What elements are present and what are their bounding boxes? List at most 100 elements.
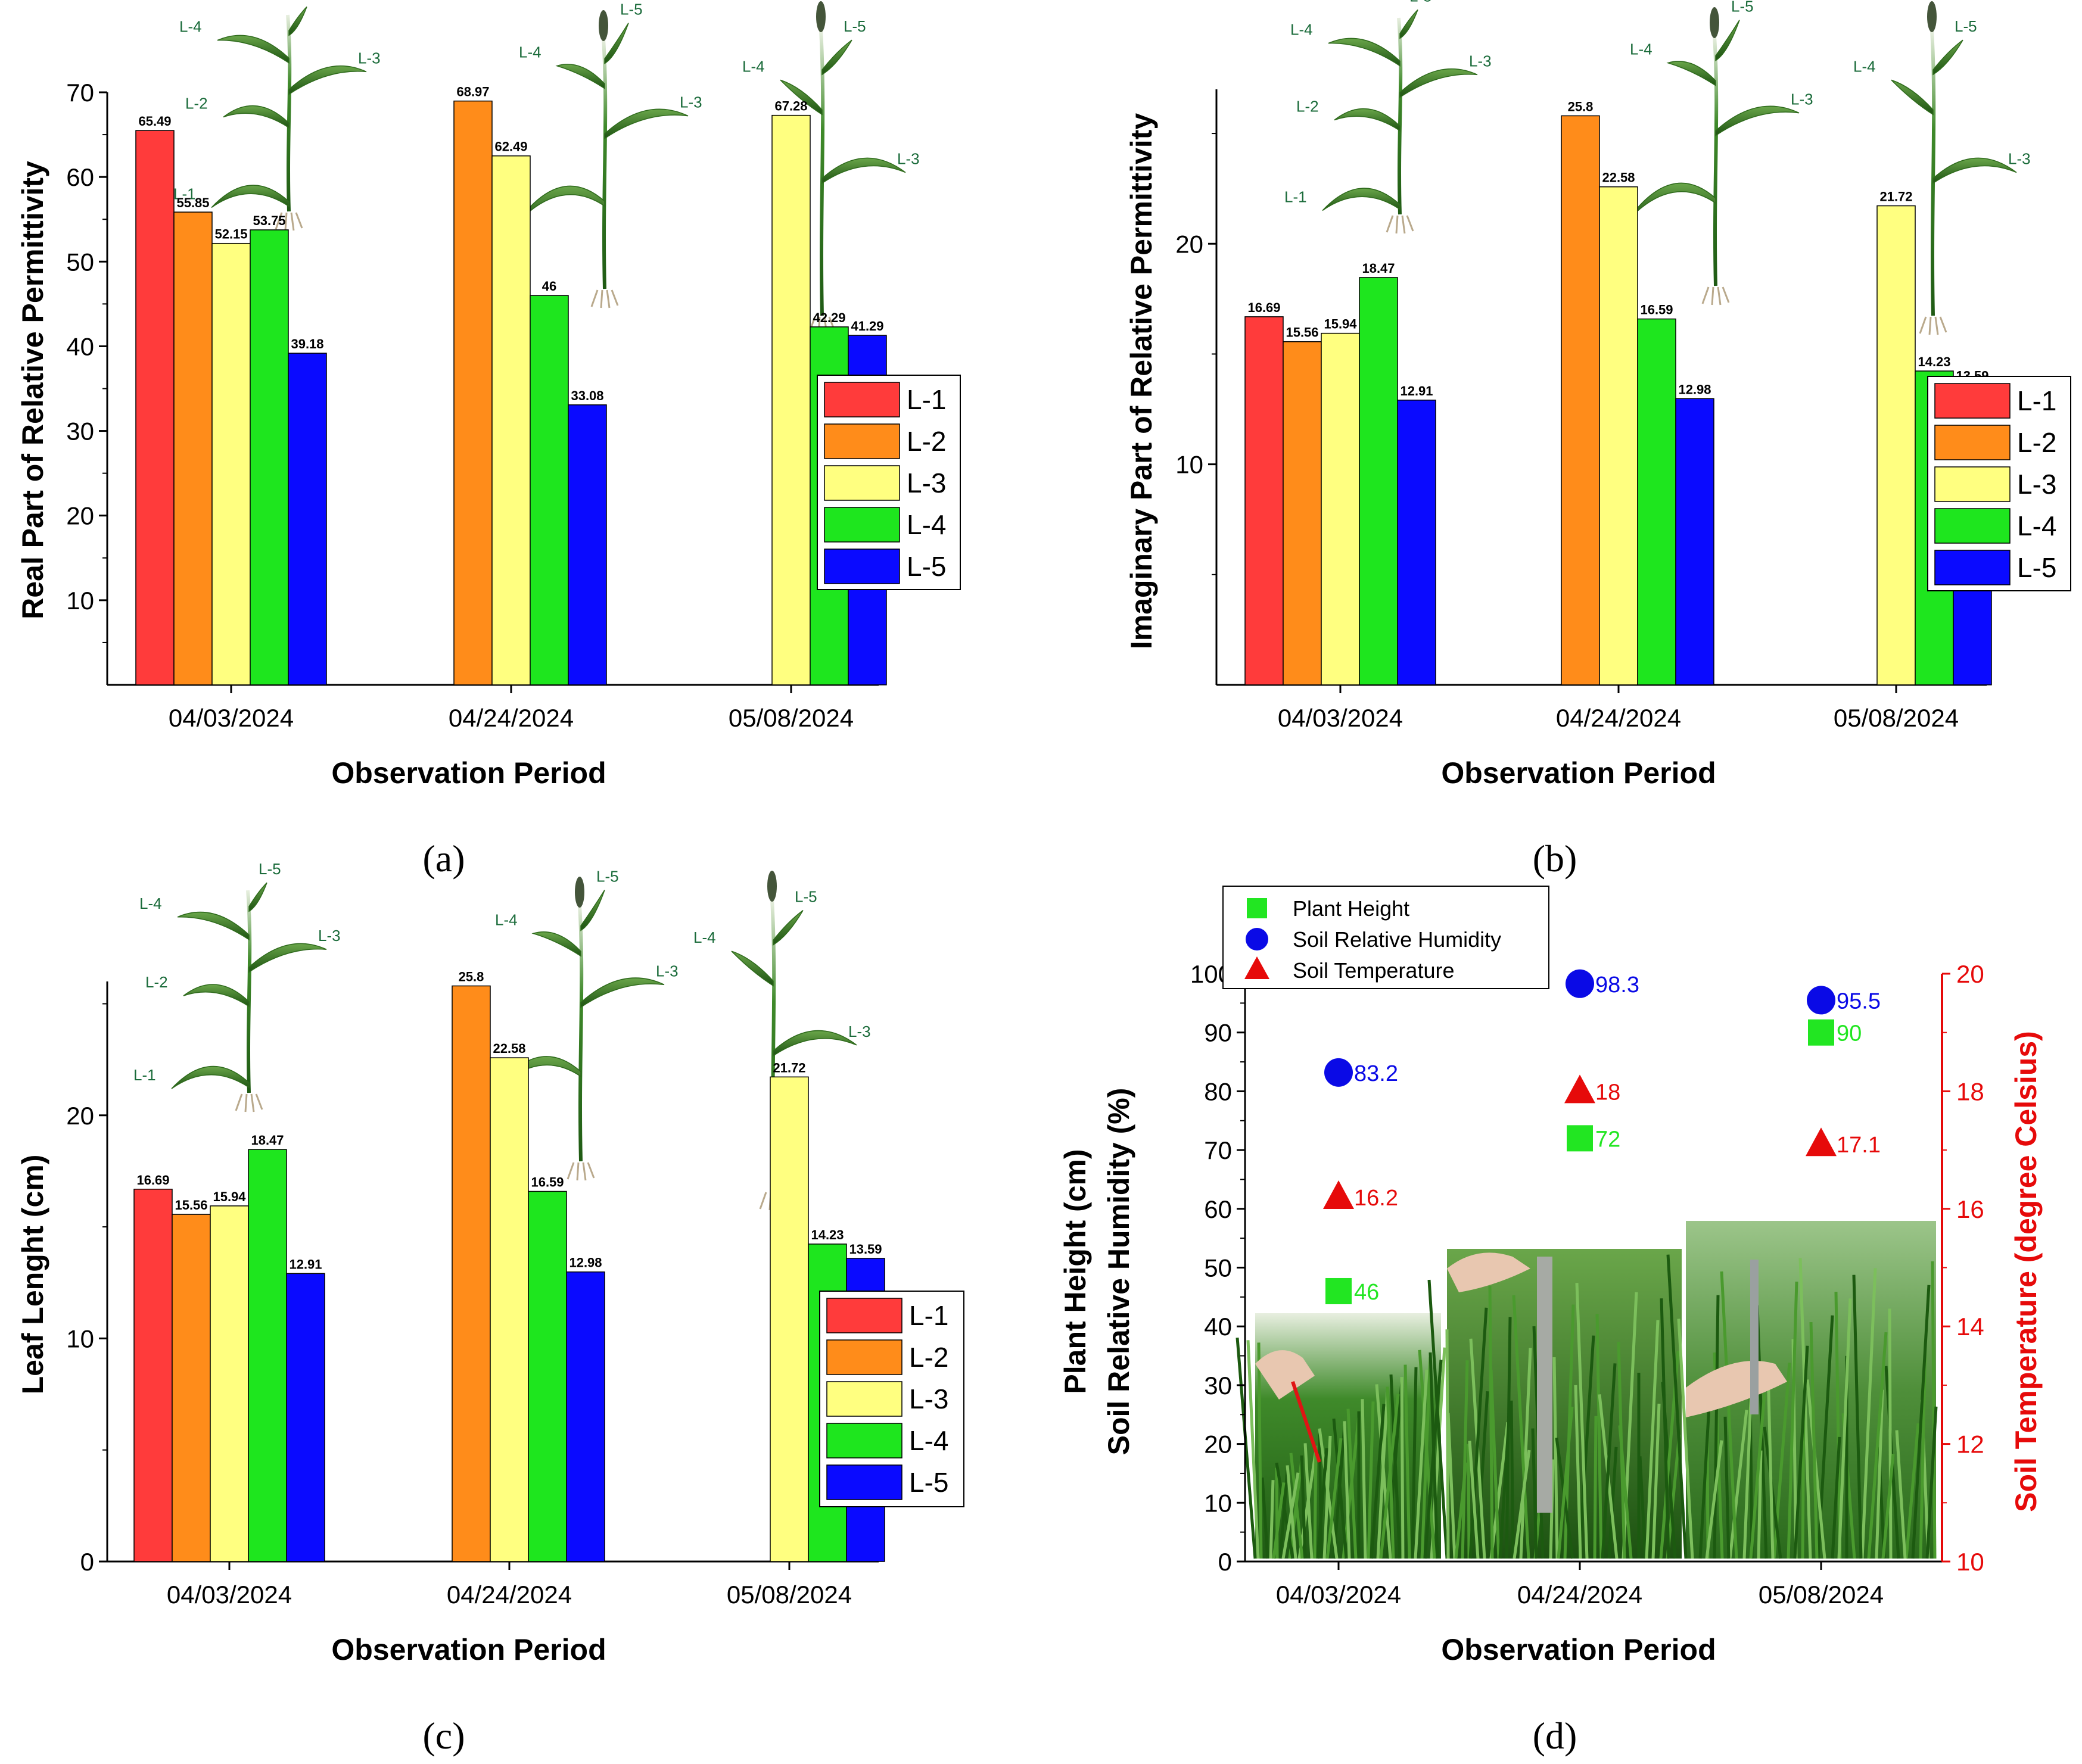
field-photo-1-grass-blade bbox=[1246, 1340, 1260, 1559]
field-photo-2-grass-blade bbox=[1607, 1447, 1618, 1559]
bar-l-1-1[interactable] bbox=[1244, 316, 1284, 685]
point-soil-temperature-1[interactable] bbox=[1323, 1180, 1354, 1210]
field-photo-1-grass-blade bbox=[1361, 1399, 1367, 1559]
bar-l-3-3[interactable] bbox=[771, 114, 811, 685]
panel-caption: (b) bbox=[1533, 837, 1577, 880]
legend-label-l-2: L-2 bbox=[909, 1342, 948, 1373]
point-soil-temperature-3[interactable] bbox=[1806, 1127, 1837, 1157]
point-value-label: 46 bbox=[1354, 1280, 1379, 1305]
point-soil-relative-humidity-1[interactable] bbox=[1324, 1058, 1353, 1087]
legend-marker-plant-height[interactable] bbox=[1247, 898, 1267, 918]
legend-label-l-1: L-1 bbox=[2017, 385, 2056, 416]
legend-marker-soil-relative-humidity[interactable] bbox=[1246, 928, 1268, 950]
field-photo-1-grass-blade bbox=[1235, 1337, 1257, 1559]
bar-l-5-2[interactable] bbox=[1675, 398, 1714, 685]
plant-stage3-leaf-label: L-4 bbox=[693, 928, 716, 946]
plant-stage3-roots bbox=[808, 316, 836, 335]
plant-stage3-leaf-label: L-3 bbox=[848, 1023, 871, 1040]
y-tick-label: 80 bbox=[1204, 1077, 1232, 1105]
bar-l-2-1[interactable] bbox=[173, 211, 213, 685]
field-photo-1-grass-blade bbox=[1316, 1448, 1328, 1559]
bar-value-label: 22.58 bbox=[493, 1041, 525, 1056]
bar-value-label: 46 bbox=[542, 279, 556, 294]
x-tick-label: 04/24/2024 bbox=[449, 704, 574, 732]
plant-stage1-leaf-label: L-5 bbox=[1409, 0, 1432, 5]
legend-marker-soil-temperature[interactable] bbox=[1244, 956, 1269, 979]
point-soil-temperature-2[interactable] bbox=[1564, 1074, 1595, 1104]
bar-value-label: 52.15 bbox=[214, 227, 247, 242]
bar-l-4-2[interactable] bbox=[528, 1190, 567, 1562]
plant-stage2-leaf-label: L-5 bbox=[596, 867, 619, 885]
plant-stage3-leaf bbox=[1891, 79, 1934, 116]
bar-l-4-1[interactable] bbox=[1359, 277, 1398, 685]
plant-stage1-leaf bbox=[211, 185, 290, 208]
bar-value-label: 13.59 bbox=[849, 1242, 882, 1257]
bar-l-2-2[interactable] bbox=[452, 985, 491, 1562]
bar-l-3-1[interactable] bbox=[210, 1205, 249, 1562]
field-photo-3-ruler bbox=[1750, 1260, 1759, 1414]
field-photo-1-grass-blade bbox=[1278, 1470, 1289, 1559]
bar-value-label: 22.58 bbox=[1602, 170, 1635, 185]
plant-stage1-leaf-label: L-1 bbox=[173, 185, 196, 203]
bar-l-5-1[interactable] bbox=[1397, 400, 1436, 685]
point-plant-height-3[interactable] bbox=[1808, 1019, 1834, 1046]
x-tick-label: 04/03/2024 bbox=[1278, 704, 1403, 732]
plant-stage2-ear bbox=[599, 10, 608, 41]
bar-value-label: 53.75 bbox=[253, 213, 285, 228]
x-axis-title: Observation Period bbox=[1441, 756, 1716, 790]
plant-stage2-leaf bbox=[531, 931, 581, 957]
bar-l-2-1[interactable] bbox=[172, 1214, 211, 1562]
bar-l-2-2[interactable] bbox=[1561, 115, 1600, 685]
field-photo-2-grass-blade bbox=[1513, 1450, 1531, 1559]
bar-l-3-1[interactable] bbox=[211, 242, 251, 685]
plant-stage1-leaf-label: L-5 bbox=[259, 860, 281, 878]
bar-l-1-1[interactable] bbox=[133, 1189, 173, 1562]
field-photo-2-grass-blade bbox=[1552, 1357, 1559, 1559]
bar-l-5-2[interactable] bbox=[566, 1271, 605, 1562]
field-photo-3-grass-blade bbox=[1875, 1389, 1884, 1559]
plant-stage2-stem bbox=[1713, 35, 1719, 286]
point-plant-height-1[interactable] bbox=[1325, 1277, 1352, 1304]
bar-l-2-1[interactable] bbox=[1283, 341, 1322, 685]
bar-l-4-1[interactable] bbox=[248, 1149, 287, 1562]
bar-l-4-2[interactable] bbox=[530, 295, 569, 685]
y-tick-label: 40 bbox=[1204, 1313, 1232, 1341]
plant-stage1-stem bbox=[286, 14, 292, 212]
x-axis-title: Observation Period bbox=[331, 1633, 606, 1666]
field-photo-3-grass-blade bbox=[1809, 1322, 1819, 1559]
bar-l-3-1[interactable] bbox=[1321, 332, 1360, 685]
plant-stage3-stem bbox=[819, 29, 825, 316]
point-soil-relative-humidity-3[interactable] bbox=[1807, 986, 1835, 1015]
bar-l-3-3[interactable] bbox=[770, 1076, 809, 1562]
point-plant-height-2[interactable] bbox=[1567, 1125, 1593, 1152]
plant-stage1-leaf-label: L-4 bbox=[1290, 21, 1313, 39]
field-photo-1-grass-blade bbox=[1257, 1342, 1263, 1559]
bar-l-2-2[interactable] bbox=[453, 100, 493, 685]
y2-tick-label: 10 bbox=[1956, 1548, 1984, 1576]
point-value-label: 90 bbox=[1837, 1021, 1862, 1046]
plant-stage3-leaf-label: L-5 bbox=[795, 888, 817, 906]
plant-stage3-illustration: L-3 L-4 L-5 bbox=[1853, 1, 2031, 335]
bar-l-4-1[interactable] bbox=[250, 229, 289, 685]
plant-stage1-leaf bbox=[288, 65, 367, 95]
bar-l-3-2[interactable] bbox=[1599, 186, 1638, 685]
bar-value-label: 15.94 bbox=[213, 1189, 246, 1204]
bar-value-label: 21.72 bbox=[773, 1060, 805, 1075]
point-soil-relative-humidity-2[interactable] bbox=[1566, 969, 1594, 998]
bar-l-4-2[interactable] bbox=[1637, 318, 1676, 685]
y-axis-title: Imaginary Part of Relative Permittivity bbox=[1125, 113, 1158, 650]
bar-value-label: 18.47 bbox=[251, 1133, 284, 1148]
bar-l-5-2[interactable] bbox=[568, 404, 607, 685]
chart-d: 010203040506070809010010121416182004/03/… bbox=[1059, 886, 2043, 1757]
field-photo-3-grass-blade bbox=[1749, 1392, 1766, 1559]
bar-l-5-1[interactable] bbox=[288, 353, 327, 685]
bar-l-3-2[interactable] bbox=[490, 1057, 529, 1562]
bar-l-3-3[interactable] bbox=[1876, 205, 1916, 685]
plant-stage2-leaf-label: L-5 bbox=[620, 1, 643, 18]
bar-l-1-1[interactable] bbox=[135, 130, 175, 685]
bar-value-label: 12.98 bbox=[569, 1255, 602, 1270]
y-tick-label: 30 bbox=[66, 417, 94, 445]
bar-l-5-1[interactable] bbox=[286, 1273, 325, 1562]
field-photo-2-grass-blade bbox=[1645, 1320, 1660, 1559]
bar-l-3-2[interactable] bbox=[491, 155, 531, 685]
